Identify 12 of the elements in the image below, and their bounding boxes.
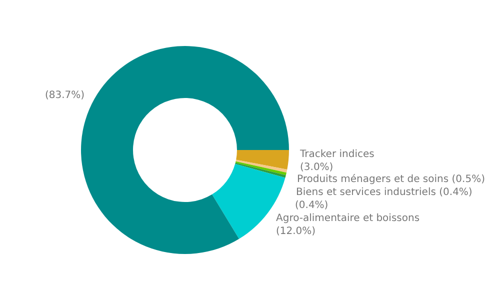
slice-label: Tracker indices xyxy=(299,149,374,160)
donut-slice xyxy=(236,150,289,170)
data-label: (12.0%) xyxy=(276,226,316,237)
donut-slice xyxy=(235,161,286,176)
slice-label: Agro-alimentaire et boissons xyxy=(276,213,420,224)
slice-label: Biens et services industriels (0.4%) xyxy=(296,187,472,198)
data-label: (0.4%) xyxy=(295,200,328,211)
data-label: (83.7%) xyxy=(45,90,85,101)
slice-label: Produits ménagers et de soins (0.5%) xyxy=(297,174,486,185)
donut-slice xyxy=(235,162,286,178)
data-label: (3.0%) xyxy=(300,162,334,173)
donut-slice xyxy=(236,160,288,173)
